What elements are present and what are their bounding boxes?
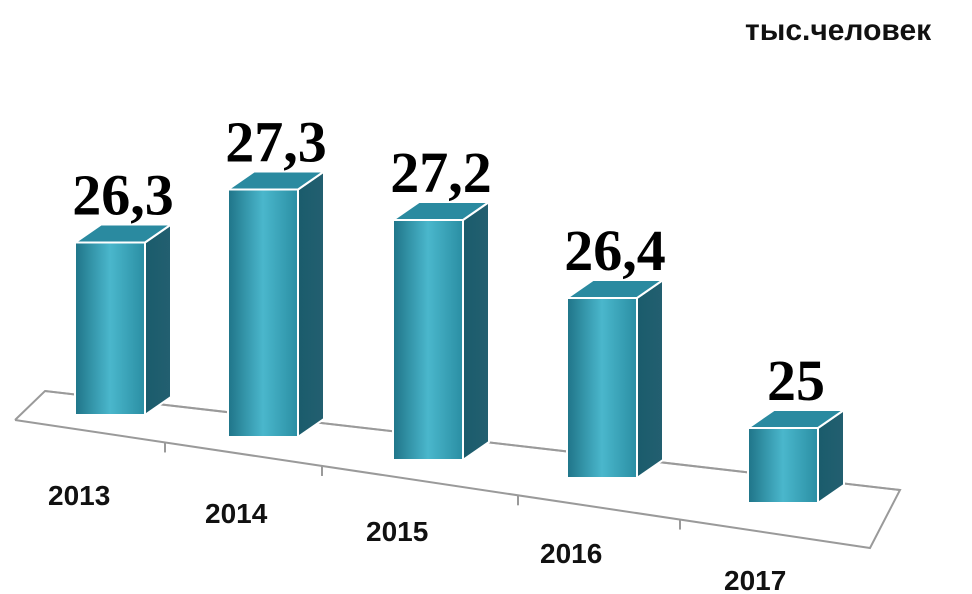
bar-front <box>74 241 146 416</box>
bar-front <box>747 427 819 504</box>
bar-front <box>227 188 299 438</box>
bars-group <box>71 169 848 505</box>
bar-2013 <box>71 222 175 417</box>
floor-front-edge <box>14 389 902 550</box>
bar-side <box>144 222 172 417</box>
bar-side <box>297 169 325 439</box>
bar-2017 <box>744 408 848 505</box>
bar-front <box>566 297 638 479</box>
bar-side <box>462 200 490 462</box>
bar-2016 <box>563 278 667 480</box>
category-label: 2016 <box>540 538 602 569</box>
bar-side <box>636 278 664 480</box>
value-labels: 26,3 27,3 27,2 26,4 25 <box>72 110 825 414</box>
value-label: 26,3 <box>72 163 174 228</box>
bar-2015 <box>389 200 493 462</box>
unit-label: тыс.человек <box>745 14 932 47</box>
value-label: 26,4 <box>564 218 666 283</box>
category-label: 2015 <box>366 516 428 547</box>
bar-2014 <box>224 169 328 439</box>
category-label: 2017 <box>724 565 786 594</box>
bar-front <box>392 219 464 461</box>
value-label: 27,3 <box>225 110 327 175</box>
category-label: 2013 <box>48 480 110 511</box>
category-labels: 2013 2014 2015 2016 2017 <box>48 480 786 594</box>
value-label: 27,2 <box>390 140 492 205</box>
x-axis-ticks <box>164 442 681 530</box>
value-label: 25 <box>767 348 825 413</box>
category-label: 2014 <box>205 498 268 529</box>
